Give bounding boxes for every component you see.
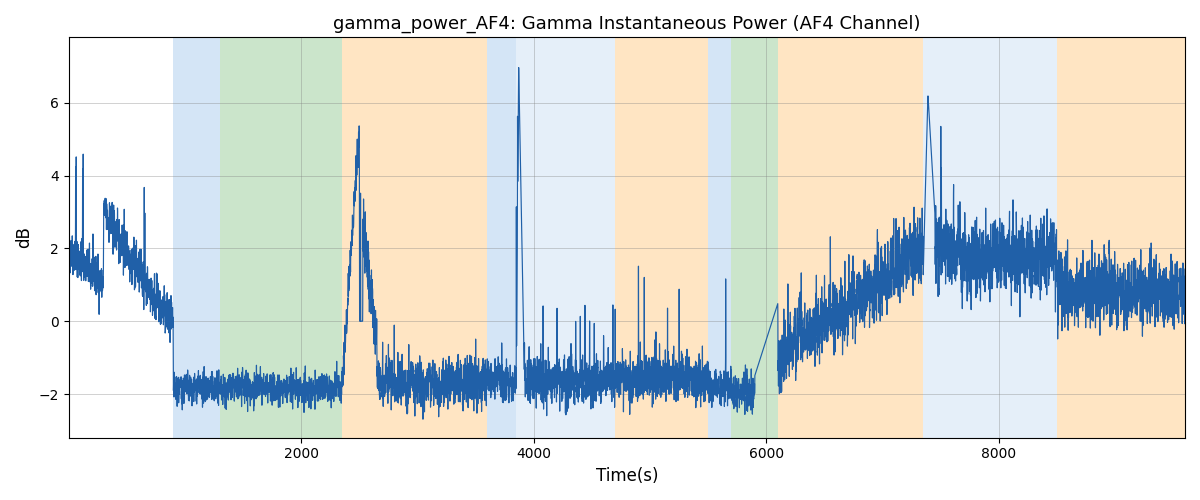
Bar <box>778 38 923 438</box>
Bar <box>616 38 708 438</box>
X-axis label: Time(s): Time(s) <box>595 467 658 485</box>
Bar <box>342 38 487 438</box>
Bar <box>923 38 1057 438</box>
Bar <box>173 38 220 438</box>
Bar <box>220 38 342 438</box>
Title: gamma_power_AF4: Gamma Instantaneous Power (AF4 Channel): gamma_power_AF4: Gamma Instantaneous Pow… <box>334 15 920 34</box>
Bar <box>708 38 732 438</box>
Bar <box>732 38 778 438</box>
Bar <box>1057 38 1186 438</box>
Y-axis label: dB: dB <box>16 226 34 248</box>
Bar <box>487 38 516 438</box>
Bar <box>516 38 616 438</box>
